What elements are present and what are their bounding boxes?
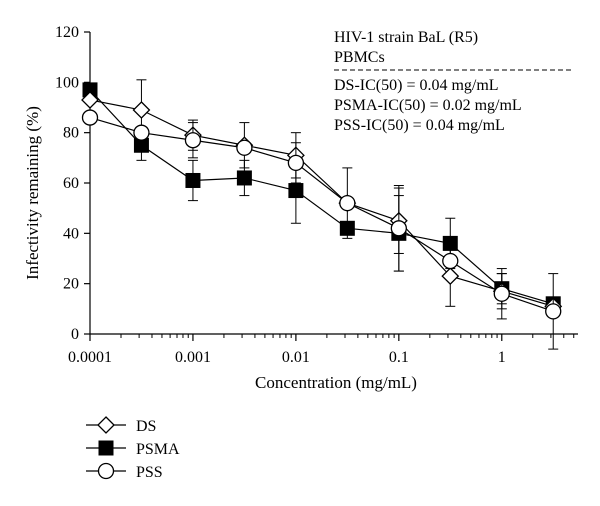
data-point-pss bbox=[133, 124, 150, 141]
x-axis-title: Concentration (mg/mL) bbox=[255, 373, 417, 392]
data-point-psma bbox=[185, 172, 201, 188]
series-line-ds bbox=[89, 99, 554, 307]
x-tick-label: 0.1 bbox=[389, 349, 409, 366]
annotation-ic-line: PSMA-IC(50) = 0.02 mg/mL bbox=[334, 97, 522, 114]
data-point-pss bbox=[339, 194, 356, 212]
legend-marker bbox=[98, 440, 114, 456]
chart-annotation: HIV-1 strain BaL (R5) PBMCs DS-IC(50) = 0.… bbox=[334, 29, 572, 134]
data-point-pss bbox=[390, 220, 407, 237]
y-tick-label: 80 bbox=[63, 125, 79, 142]
data-point-pss bbox=[493, 285, 510, 302]
legend: DS PSMA PSS bbox=[86, 416, 180, 481]
annotation-header-line: PBMCs bbox=[334, 49, 385, 66]
data-point-pss bbox=[236, 139, 253, 156]
series-ds bbox=[81, 79, 563, 316]
annotation-ic-line: DS-IC(50) = 0.04 mg/mL bbox=[334, 77, 499, 94]
y-tick-label: 40 bbox=[63, 225, 79, 242]
legend-label: PSMA bbox=[136, 441, 180, 458]
x-tick-label: 0.001 bbox=[175, 349, 211, 366]
y-tick-label: 120 bbox=[55, 24, 79, 41]
data-point-pss bbox=[442, 252, 459, 270]
y-tick-label: 100 bbox=[55, 74, 79, 91]
series-line-psma bbox=[89, 89, 554, 305]
data-point-pss bbox=[184, 132, 202, 149]
data-point-pss bbox=[287, 154, 305, 172]
y-tick-label: 60 bbox=[63, 175, 79, 192]
data-point-pss bbox=[545, 303, 562, 320]
data-point-pss bbox=[81, 109, 99, 126]
y-tick-label: 20 bbox=[63, 276, 79, 293]
y-axis-title: Infectivity remaining (%) bbox=[23, 106, 42, 280]
data-point-psma bbox=[288, 183, 304, 199]
legend-label: DS bbox=[136, 418, 156, 435]
data-point-ds bbox=[441, 267, 460, 286]
axes: 0 20 40 60 80 100 120 0.0001 0.001 0.01 0.1 1 Concen… bbox=[23, 24, 578, 392]
x-tick-label: 0.0001 bbox=[68, 349, 112, 366]
legend-marker bbox=[97, 416, 115, 434]
series-layer bbox=[81, 79, 563, 350]
data-point-ds bbox=[81, 91, 99, 109]
x-tick-label: 1 bbox=[498, 349, 506, 366]
data-point-psma bbox=[236, 170, 252, 186]
legend-item-ds: DS bbox=[86, 416, 156, 435]
y-tick-label: 0 bbox=[71, 326, 79, 343]
legend-item-psma: PSMA bbox=[86, 440, 180, 458]
x-tick-label: 0.01 bbox=[282, 349, 310, 366]
data-point-ds bbox=[132, 101, 151, 119]
legend-marker bbox=[97, 462, 115, 480]
series-pss bbox=[81, 109, 562, 350]
annotation-ic-line: PSS-IC(50) = 0.04 mg/mL bbox=[334, 117, 505, 134]
legend-label: PSS bbox=[136, 464, 163, 481]
series-line-pss bbox=[89, 116, 554, 312]
annotation-header-line: HIV-1 strain BaL (R5) bbox=[334, 29, 478, 46]
legend-item-pss: PSS bbox=[86, 462, 163, 481]
